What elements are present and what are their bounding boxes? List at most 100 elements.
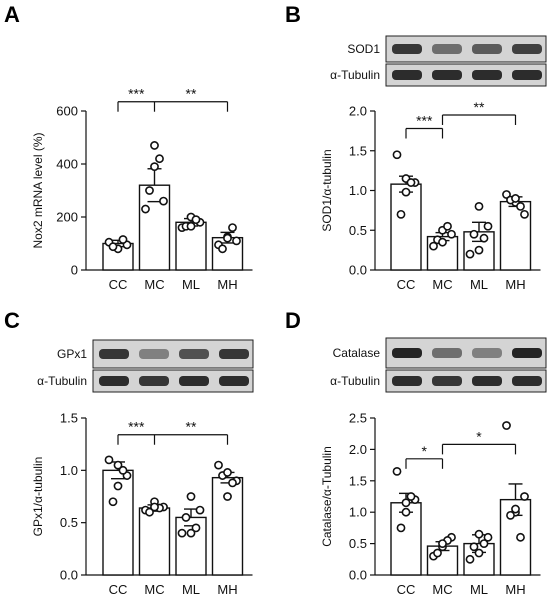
y-tick-label: 2.0	[349, 104, 367, 119]
data-point	[191, 523, 201, 533]
blot-band	[392, 348, 422, 358]
data-point	[159, 196, 168, 206]
x-tick-label: CC	[109, 582, 128, 597]
data-point	[443, 221, 452, 231]
blot-band	[392, 376, 422, 386]
data-point	[506, 510, 515, 520]
data-point	[223, 233, 232, 243]
data-point	[228, 223, 237, 232]
data-point	[113, 460, 123, 470]
blot-strip	[92, 369, 254, 393]
blot-band	[472, 348, 502, 358]
blot-band	[432, 70, 462, 80]
data-point	[186, 221, 196, 231]
y-tick-label: 1.0	[349, 183, 367, 198]
x-tick-label: MH	[217, 582, 237, 597]
data-point	[520, 209, 529, 219]
data-point	[141, 204, 150, 214]
blot-band	[392, 70, 422, 80]
blot-label: SOD1	[347, 42, 380, 56]
data-point	[438, 237, 447, 247]
data-point	[483, 532, 493, 542]
data-point	[118, 235, 128, 244]
bar	[138, 507, 171, 576]
data-point	[392, 150, 402, 160]
blot-band	[219, 376, 249, 386]
y-tick-label: 0.0	[349, 568, 367, 583]
data-point	[479, 539, 489, 548]
data-point	[433, 548, 442, 558]
data-point	[191, 215, 201, 225]
y-tick-label: 2.0	[349, 442, 367, 457]
data-point	[223, 468, 232, 477]
data-point	[465, 249, 475, 259]
data-point	[511, 194, 520, 203]
y-tick-label: 1.5	[60, 411, 78, 426]
blot-band	[512, 348, 542, 358]
blot-band	[472, 70, 502, 80]
panel-d: D Catalase α-Tubulin 0.0 0.5 1.0 1.5 2.0 2.5 Cata…	[285, 308, 547, 597]
blot-band	[139, 349, 169, 359]
data-point	[502, 421, 511, 430]
significance-label: ***	[128, 86, 145, 102]
blot-band	[139, 376, 169, 386]
blot-label: α-Tubulin	[330, 374, 380, 388]
y-tick-label: 1.5	[349, 143, 367, 158]
blot-band	[432, 348, 462, 358]
x-tick-label: MH	[505, 277, 525, 292]
y-tick-label: 0.5	[349, 223, 367, 238]
panel-letter: A	[4, 2, 20, 27]
panel-letter: D	[285, 308, 301, 333]
x-tick-label: MC	[144, 277, 164, 292]
blot-band	[99, 376, 129, 386]
blot-band	[512, 70, 542, 80]
blot-band	[512, 376, 542, 386]
significance-label: **	[474, 99, 485, 115]
y-tick-label: 0.0	[60, 568, 78, 583]
blot-band	[472, 44, 502, 54]
data-point	[474, 548, 484, 558]
data-point	[516, 532, 525, 542]
y-axis-title: SOD1/α-tubulin	[320, 149, 334, 231]
data-point	[150, 141, 159, 150]
y-tick-label: 400	[56, 157, 78, 172]
significance-label: **	[186, 419, 197, 435]
data-point	[223, 492, 232, 501]
blot-band	[432, 376, 462, 386]
y-tick-label: 200	[56, 210, 78, 225]
data-point	[401, 507, 411, 517]
significance-label: *	[476, 428, 482, 444]
data-point	[195, 505, 205, 515]
blot-band	[472, 376, 502, 386]
data-point	[177, 528, 187, 538]
panel-letter: B	[285, 2, 301, 27]
data-point	[108, 497, 118, 507]
data-point	[511, 504, 520, 514]
data-point	[186, 492, 196, 501]
data-point	[474, 245, 484, 255]
panel-c: C GPx1 α-Tubulin 0.0 0.5 1.0 1.5 GPx1/α-tubulin…	[4, 308, 254, 597]
y-axis-title: Catalase/α-Tubulin	[320, 446, 334, 547]
y-tick-label: 1.5	[349, 473, 367, 488]
x-tick-label: MC	[144, 582, 164, 597]
data-point	[406, 492, 416, 501]
x-tick-label: ML	[182, 277, 200, 292]
x-tick-label: MH	[217, 277, 237, 292]
data-point	[186, 528, 196, 538]
x-tick-label: ML	[470, 277, 488, 292]
y-tick-label: 0	[71, 263, 78, 278]
data-point	[469, 229, 479, 239]
data-point	[401, 187, 411, 197]
blot-band	[392, 44, 422, 54]
blot-label: GPx1	[57, 347, 87, 361]
blot-label: α-Tubulin	[37, 374, 87, 388]
x-tick-label: MC	[432, 277, 452, 292]
x-tick-label: ML	[470, 582, 488, 597]
bar	[175, 516, 207, 576]
panel-b: B SOD1 α-Tubulin 0.0 0.5 1.0 1.5 2.0 SOD1/α-tubu…	[285, 2, 547, 292]
y-axis-title: GPx1/α-tubulin	[31, 457, 45, 537]
y-tick-label: 600	[56, 104, 78, 119]
data-point	[181, 513, 191, 522]
blot-band	[179, 376, 209, 386]
data-point	[465, 554, 475, 564]
